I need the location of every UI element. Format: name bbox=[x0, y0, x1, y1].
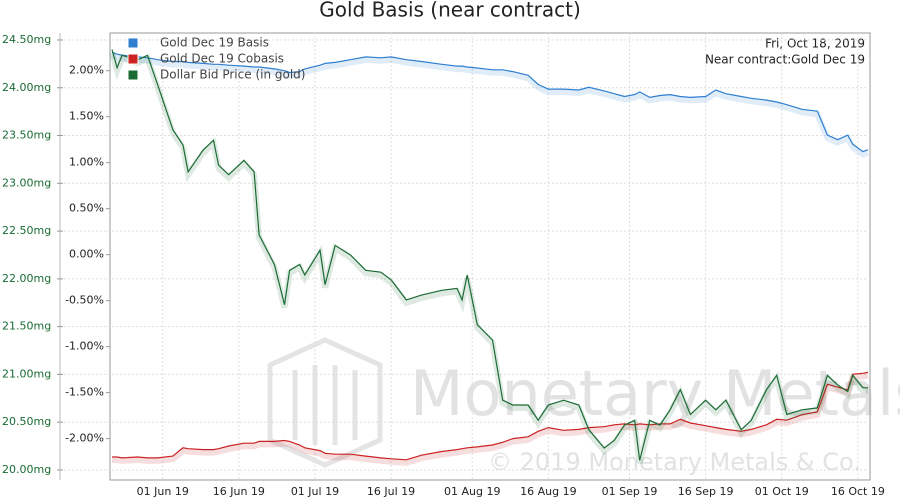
series-glow bbox=[112, 372, 869, 466]
x-tick-label: 16 Jul 19 bbox=[367, 485, 415, 498]
y-tick-label: 0.50% bbox=[69, 202, 104, 215]
annotation: Fri, Oct 18, 2019 bbox=[765, 37, 865, 51]
y2-tick-label: 22.00mg bbox=[2, 272, 51, 285]
series-glow bbox=[109, 51, 868, 465]
y2-tick-label: 24.00mg bbox=[2, 81, 51, 94]
y2-tick-label: 21.00mg bbox=[2, 367, 51, 380]
y-tick-label: 0.00% bbox=[69, 248, 104, 261]
y2-tick-label: 20.00mg bbox=[2, 463, 51, 476]
legend-swatch bbox=[127, 53, 139, 65]
x-tick-label: 16 Sep 19 bbox=[678, 485, 734, 498]
chart-title: Gold Basis (near contract) bbox=[319, 0, 581, 22]
x-tick-label: 16 Jun 19 bbox=[213, 485, 265, 498]
x-tick-label: 01 Sep 19 bbox=[602, 485, 658, 498]
legend: Gold Dec 19 Basis Gold Dec 19 Cobasis Doll… bbox=[127, 36, 305, 82]
legend-label: Gold Dec 19 Basis bbox=[160, 36, 269, 50]
y2-tick-label: 23.50mg bbox=[2, 129, 51, 142]
plot-frame bbox=[109, 32, 871, 481]
y2-tick-label: 21.50mg bbox=[2, 320, 51, 333]
series-line bbox=[111, 49, 868, 461]
plot: 24.50mg 24.00mg 23.50mg 23.00mg 22.50mg 22.00… bbox=[2, 33, 885, 498]
y-tick-label: 2.00% bbox=[69, 64, 104, 77]
y-tick-label: -2.00% bbox=[65, 432, 104, 445]
legend-swatch bbox=[127, 69, 139, 81]
x-tick-label: 01 Aug 19 bbox=[444, 485, 500, 498]
series-line bbox=[111, 51, 869, 153]
x-tick-label: 16 Oct 19 bbox=[831, 485, 885, 498]
x-tick-label: 01 Jul 19 bbox=[291, 485, 339, 498]
series-glow bbox=[110, 52, 869, 158]
y2-tick-label: 24.50mg bbox=[2, 33, 51, 46]
y-tick-label: -0.50% bbox=[65, 294, 104, 307]
watermark: Monetary Metals bbox=[410, 357, 900, 430]
y-tick-label: -1.50% bbox=[65, 386, 104, 399]
watermark: © 2019 Monetary Metals & Co. bbox=[488, 448, 861, 476]
series-line bbox=[112, 371, 869, 461]
x-tick-label: 16 Aug 19 bbox=[520, 485, 576, 498]
y2-tick-label: 20.50mg bbox=[2, 415, 51, 428]
y-tick-label: 1.00% bbox=[69, 156, 104, 169]
x-tick-label: 01 Jun 19 bbox=[137, 485, 189, 498]
legend-label: Gold Dec 19 Cobasis bbox=[160, 52, 284, 66]
y-tick-label: -1.00% bbox=[65, 340, 104, 353]
legend-label: Dollar Bid Price (in gold) bbox=[160, 68, 305, 82]
y2-tick-label: 23.00mg bbox=[2, 176, 51, 189]
y-tick-label: 1.50% bbox=[69, 110, 104, 123]
annotation: Near contract:Gold Dec 19 bbox=[705, 53, 865, 67]
legend-swatch bbox=[127, 37, 139, 49]
y2-tick-label: 22.50mg bbox=[2, 224, 51, 237]
x-tick-label: 01 Oct 19 bbox=[755, 485, 809, 498]
